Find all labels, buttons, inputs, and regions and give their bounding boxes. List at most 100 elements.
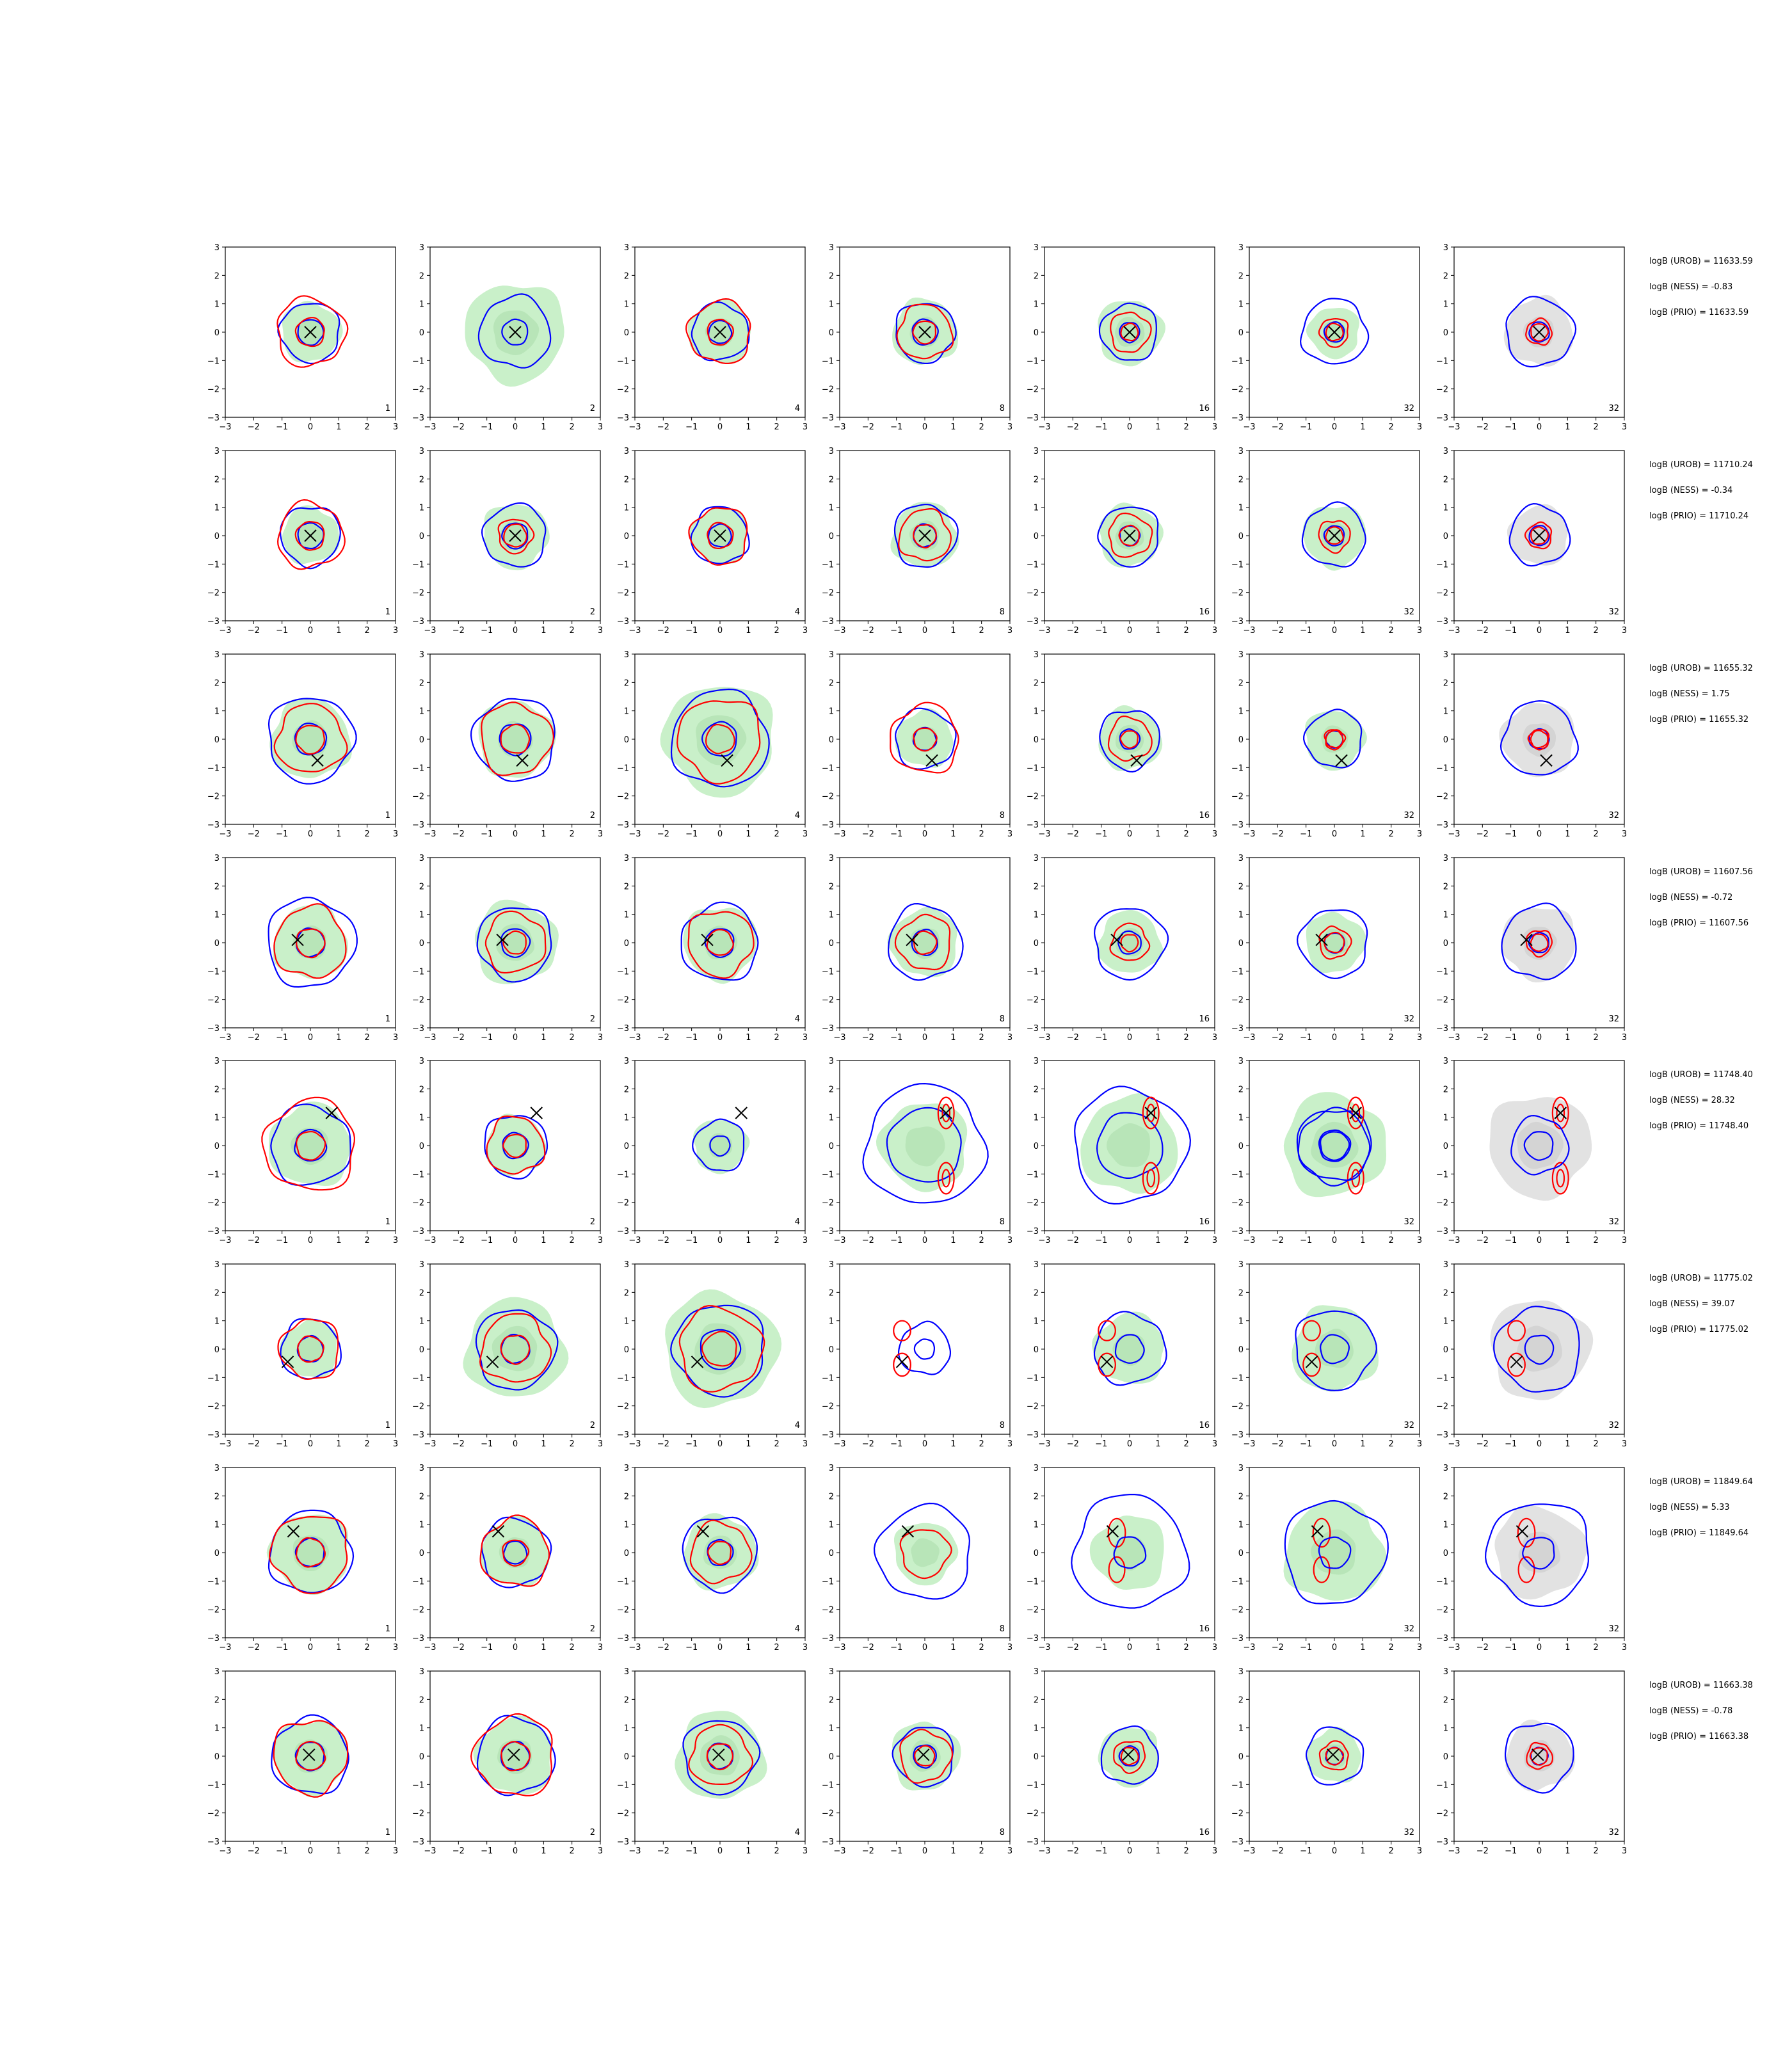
x-tick-label: 1 [1360, 422, 1365, 432]
x-tick-label: 3 [1417, 829, 1422, 839]
x-tick-label: −1 [1505, 1236, 1517, 1245]
y-tick-label: 3 [1238, 1057, 1244, 1066]
x-tick-label: −2 [862, 1439, 874, 1449]
x-tick-label: −1 [481, 626, 493, 636]
y-tick-label: −2 [1231, 1606, 1244, 1615]
x-tick-label: 0 [1537, 1846, 1542, 1856]
y-tick-label: −2 [1436, 1402, 1448, 1412]
x-tick-label: 2 [1594, 1643, 1599, 1652]
red-lobe [1507, 1352, 1526, 1377]
x-tick-label: 3 [803, 626, 808, 636]
x-tick-label: −3 [833, 1033, 845, 1043]
red-contour-outer [1525, 930, 1553, 958]
red-contour-outer [894, 913, 951, 971]
x-tick-label: 0 [513, 422, 518, 432]
y-tick-label: 3 [214, 1260, 220, 1270]
y-tick-label: 1 [624, 1521, 629, 1530]
y-tick-label: −1 [1436, 560, 1448, 570]
x-tick-label: 0 [922, 829, 927, 839]
blue-contour-inner [1320, 1334, 1350, 1364]
red-contour-inner [1119, 730, 1139, 749]
blue-contour-outer [895, 303, 957, 364]
x-tick-label: 1 [541, 1643, 546, 1652]
y-tick-label: −1 [617, 764, 629, 773]
x-tick-label: 3 [1007, 422, 1012, 432]
red-contour-outer [261, 1096, 356, 1191]
y-tick-label: −3 [207, 1430, 220, 1440]
x-tick-label: 1 [1155, 829, 1160, 839]
true-value-marker [325, 1107, 338, 1119]
y-tick-label: −3 [1436, 1634, 1448, 1644]
x-tick-label: −1 [1300, 1846, 1312, 1856]
red-contour-inner [500, 723, 531, 754]
y-tick-label: −1 [822, 1170, 834, 1180]
panel-count-label: 1 [385, 1624, 390, 1634]
x-tick-label: −2 [1067, 1439, 1079, 1449]
y-tick-label: −2 [1027, 1606, 1039, 1615]
y-tick-label: 0 [1443, 532, 1448, 541]
true-value-marker [714, 326, 726, 339]
true-value-marker [530, 1107, 543, 1119]
y-tick-label: −2 [1027, 1809, 1039, 1819]
x-tick-label: 0 [717, 1033, 723, 1043]
x-tick-label: −3 [1448, 829, 1460, 839]
x-tick-label: 1 [950, 1846, 956, 1856]
red-lobe [1142, 1162, 1160, 1195]
y-tick-label: 1 [1238, 1724, 1244, 1734]
y-tick-label: −3 [1027, 1634, 1039, 1644]
y-tick-label: 1 [214, 1724, 220, 1734]
logb-text: logB (UROB) = 11607.56 [1649, 867, 1753, 877]
x-tick-label: −2 [1476, 1846, 1489, 1856]
y-tick-label: −1 [1027, 967, 1039, 977]
y-tick-label: 2 [419, 475, 424, 484]
true-value-marker [1311, 1525, 1324, 1538]
x-tick-label: 0 [513, 1846, 518, 1856]
x-tick-label: −1 [1300, 1643, 1312, 1652]
x-tick-label: −3 [219, 1643, 231, 1652]
y-tick-label: 0 [829, 1142, 834, 1151]
x-tick-label: 2 [570, 1033, 575, 1043]
x-tick-label: 2 [1184, 1643, 1189, 1652]
density-core [297, 1337, 323, 1363]
y-tick-label: 0 [214, 328, 220, 338]
x-tick-label: −1 [276, 1439, 288, 1449]
x-tick-label: 1 [336, 422, 341, 432]
x-tick-label: −1 [685, 829, 698, 839]
y-tick-label: 0 [624, 1752, 629, 1762]
panel-count-label: 16 [1199, 404, 1210, 413]
true-value-marker [1554, 1107, 1567, 1119]
x-tick-label: −3 [833, 829, 845, 839]
y-tick-label: 0 [1238, 1345, 1244, 1355]
y-tick-label: −2 [207, 589, 220, 598]
x-tick-label: −3 [424, 829, 436, 839]
blue-contour-inner [1318, 1129, 1352, 1162]
y-tick-label: 2 [419, 1288, 424, 1298]
y-tick-label: 2 [1443, 271, 1448, 281]
x-tick-label: 1 [1565, 1439, 1570, 1449]
y-tick-label: 1 [1238, 1521, 1244, 1530]
blue-contour-outer [1501, 902, 1577, 980]
blue-contour-outer [682, 1516, 758, 1594]
y-tick-label: 3 [214, 1057, 220, 1066]
y-tick-label: 3 [624, 243, 629, 253]
logb-text: logB (PRIO) = 11663.38 [1649, 1732, 1748, 1741]
y-tick-label: 3 [419, 1667, 424, 1677]
x-tick-label: 1 [950, 829, 956, 839]
red-lobe [1098, 1352, 1116, 1377]
x-tick-label: 3 [598, 1033, 603, 1043]
y-tick-label: 0 [829, 328, 834, 338]
x-tick-label: −2 [1476, 626, 1489, 636]
x-tick-label: 0 [922, 1236, 927, 1245]
x-tick-label: 0 [1537, 1439, 1542, 1449]
density-core [492, 1325, 538, 1372]
x-tick-label: −1 [1095, 1643, 1107, 1652]
y-tick-label: 0 [624, 328, 629, 338]
y-tick-label: 2 [1034, 678, 1039, 688]
red-contour-outer [898, 508, 952, 562]
x-tick-label: 0 [922, 1033, 927, 1043]
panel-count-label: 4 [795, 1014, 800, 1024]
